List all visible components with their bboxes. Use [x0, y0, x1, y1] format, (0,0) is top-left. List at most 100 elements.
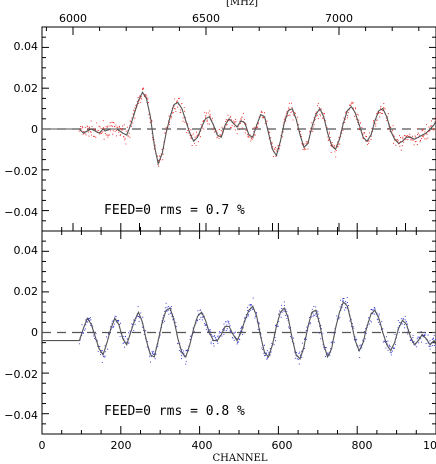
panel2-data-point [144, 329, 146, 331]
panel2-data-point [371, 309, 373, 311]
panel1-data-point [319, 113, 321, 115]
panel2-data-point [295, 352, 298, 354]
panel2-data-point [374, 308, 376, 310]
panel1-data-point [95, 136, 97, 138]
panel1-data-point [331, 142, 333, 144]
panel1-data-point [204, 111, 206, 113]
panel1-data-point [224, 120, 227, 123]
panel1-data-point [84, 127, 86, 129]
panel2-data-point [152, 352, 154, 354]
panel2-data-point [167, 309, 169, 311]
panel2-data-point [242, 331, 244, 333]
panel2-data-point [90, 324, 92, 326]
panel1-data-point [104, 128, 106, 130]
panel2-data-point [390, 354, 392, 356]
panel2-data-point [166, 310, 168, 312]
panel1-data-point [107, 125, 109, 127]
panel2-data-point [140, 312, 142, 314]
panel1-data-point [379, 112, 381, 114]
panel2-data-point [263, 344, 266, 346]
panel1-data-point [325, 120, 327, 122]
panel2-data-point [433, 334, 435, 336]
panel1-data-point [184, 121, 186, 123]
panel2-data-point [257, 329, 259, 331]
panel2-data-point [355, 339, 357, 341]
panel1-data-point [386, 119, 388, 122]
panel2-data-point [424, 334, 426, 336]
panel1-data-point [434, 117, 436, 119]
panel1-data-point [134, 117, 136, 119]
panel1-data-point [177, 98, 180, 100]
panel1-data-point [274, 146, 277, 148]
panel2-data-point [170, 306, 172, 308]
panel2-ytick-label: −0.02 [4, 368, 38, 381]
panel2-data-point [274, 340, 277, 342]
panel1-ytick-label: 0.02 [14, 82, 39, 95]
panel2-data-point [152, 351, 154, 353]
panel1-data-point [351, 101, 353, 103]
panel2-data-point [278, 321, 280, 323]
panel1-data-point [118, 131, 120, 133]
panel2-data-point [220, 331, 222, 333]
panel2-data-point [309, 323, 311, 325]
panel2-data-point [81, 324, 83, 326]
panel1-data-point [298, 124, 300, 126]
panel1-data-point [232, 120, 234, 122]
panel1-data-point [106, 134, 108, 136]
panel1-data-point [288, 102, 291, 105]
panel2-data-point [284, 314, 286, 316]
panel2-data-point [347, 301, 349, 304]
panel2-data-point [338, 318, 340, 320]
panel1-data-point [432, 128, 434, 130]
panel1-data-point [240, 118, 242, 120]
panel2-annotation: FEED=0 rms = 0.8 % [104, 404, 245, 419]
panel2-data-point [405, 321, 407, 323]
panel2-data-point [218, 330, 221, 333]
panel2-data-point [420, 331, 422, 333]
panel2-data-point [88, 317, 90, 319]
panel2-data-point [233, 332, 235, 334]
panel2-data-point [90, 319, 92, 321]
panel2-model-line [42, 301, 436, 360]
panel1-data-point [145, 94, 147, 96]
panel2-data-point [181, 358, 183, 360]
panel1-data-point [176, 100, 178, 102]
panel2-data-point [404, 319, 406, 321]
panel2-data-point [122, 336, 124, 338]
panel1-data-point [105, 125, 107, 128]
panel2-data-point [244, 317, 246, 319]
panel1-data-point [276, 148, 278, 150]
panel2-data-point [119, 335, 121, 338]
panel2-data-point [213, 335, 215, 337]
panel1-data-point [125, 130, 127, 132]
panel2-data-point [412, 337, 414, 339]
panel2-data-point [89, 317, 91, 320]
top-tick-label: 7000 [325, 12, 353, 25]
panel2-data-point [387, 349, 389, 351]
panel1-data-point [92, 135, 95, 137]
panel1-data-point [88, 127, 90, 129]
panel2-data-point [382, 341, 384, 343]
panel2-data-point [229, 330, 231, 332]
panel1-data-point [120, 133, 122, 136]
panel2-data-point [317, 313, 319, 315]
panel1-data-point [159, 155, 161, 157]
panel1-data-point [275, 155, 277, 158]
panel1-data-point [100, 132, 102, 134]
panel1-data-point [148, 113, 150, 116]
panel2-data-point [97, 350, 99, 353]
panel2-data-point [424, 332, 426, 334]
panel2-data-point [138, 316, 140, 318]
panel2-data-point [401, 323, 403, 325]
panel1-data-point [236, 133, 238, 135]
panel1-data-point [170, 117, 172, 119]
panel1-data-point [355, 118, 357, 120]
panel1-data-point [350, 104, 352, 106]
panel2-data-point [85, 324, 87, 326]
panel2-data-point [102, 356, 104, 358]
panel1-data-point [322, 113, 324, 115]
panel1-data-point [194, 142, 196, 144]
panel2-data-point [290, 335, 292, 337]
panel1-data-point [107, 134, 109, 136]
